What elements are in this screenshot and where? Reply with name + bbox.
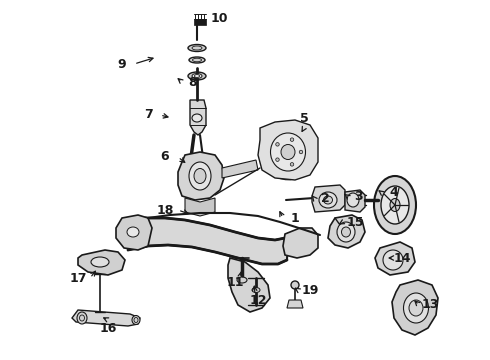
Ellipse shape xyxy=(270,133,305,171)
Text: 17: 17 xyxy=(69,271,87,284)
Ellipse shape xyxy=(323,196,333,204)
Ellipse shape xyxy=(276,143,279,146)
Ellipse shape xyxy=(192,114,202,122)
Ellipse shape xyxy=(403,293,428,323)
Ellipse shape xyxy=(290,163,294,166)
Text: 11: 11 xyxy=(226,275,244,288)
Text: 19: 19 xyxy=(301,284,319,297)
Ellipse shape xyxy=(237,277,247,283)
Polygon shape xyxy=(178,152,224,200)
Ellipse shape xyxy=(189,57,205,63)
Ellipse shape xyxy=(337,222,355,242)
Text: 15: 15 xyxy=(346,216,364,229)
Ellipse shape xyxy=(132,315,140,324)
Polygon shape xyxy=(72,310,140,326)
Ellipse shape xyxy=(409,300,423,316)
Polygon shape xyxy=(125,218,288,264)
Polygon shape xyxy=(228,258,270,312)
Polygon shape xyxy=(283,228,318,258)
Ellipse shape xyxy=(299,150,303,154)
Ellipse shape xyxy=(381,186,409,224)
Ellipse shape xyxy=(262,125,314,180)
Ellipse shape xyxy=(347,193,359,207)
Ellipse shape xyxy=(91,257,109,267)
Ellipse shape xyxy=(281,144,295,159)
Polygon shape xyxy=(287,300,303,308)
Text: 3: 3 xyxy=(354,189,362,202)
Polygon shape xyxy=(222,160,258,178)
Ellipse shape xyxy=(188,72,206,80)
Polygon shape xyxy=(78,250,125,275)
Polygon shape xyxy=(185,198,215,216)
Polygon shape xyxy=(345,190,365,212)
Ellipse shape xyxy=(194,168,206,184)
Ellipse shape xyxy=(192,73,202,78)
Text: 10: 10 xyxy=(210,12,228,24)
Text: 9: 9 xyxy=(118,58,126,71)
Polygon shape xyxy=(116,215,152,250)
Ellipse shape xyxy=(342,227,350,237)
Ellipse shape xyxy=(291,281,299,289)
Ellipse shape xyxy=(276,158,279,161)
Text: 2: 2 xyxy=(320,192,329,204)
Polygon shape xyxy=(375,242,415,275)
Ellipse shape xyxy=(390,198,400,211)
Polygon shape xyxy=(194,19,206,25)
Text: 6: 6 xyxy=(161,150,170,163)
Ellipse shape xyxy=(383,250,403,270)
Ellipse shape xyxy=(189,162,211,190)
Polygon shape xyxy=(190,100,206,135)
Polygon shape xyxy=(328,215,365,248)
Text: 5: 5 xyxy=(299,112,308,125)
Ellipse shape xyxy=(252,288,260,292)
Text: 7: 7 xyxy=(144,108,152,122)
Text: 8: 8 xyxy=(189,76,197,89)
Ellipse shape xyxy=(290,138,294,141)
Text: 16: 16 xyxy=(99,321,117,334)
Ellipse shape xyxy=(319,192,337,208)
Text: 1: 1 xyxy=(291,211,299,225)
Ellipse shape xyxy=(188,45,206,51)
Text: 18: 18 xyxy=(156,203,173,216)
Polygon shape xyxy=(258,120,318,180)
Text: 14: 14 xyxy=(393,252,411,265)
Ellipse shape xyxy=(127,227,139,237)
Text: 4: 4 xyxy=(390,186,398,199)
Polygon shape xyxy=(312,185,345,212)
Polygon shape xyxy=(392,280,438,335)
Ellipse shape xyxy=(374,176,416,234)
Text: 13: 13 xyxy=(421,298,439,311)
Ellipse shape xyxy=(77,312,87,324)
Text: 12: 12 xyxy=(249,293,267,306)
